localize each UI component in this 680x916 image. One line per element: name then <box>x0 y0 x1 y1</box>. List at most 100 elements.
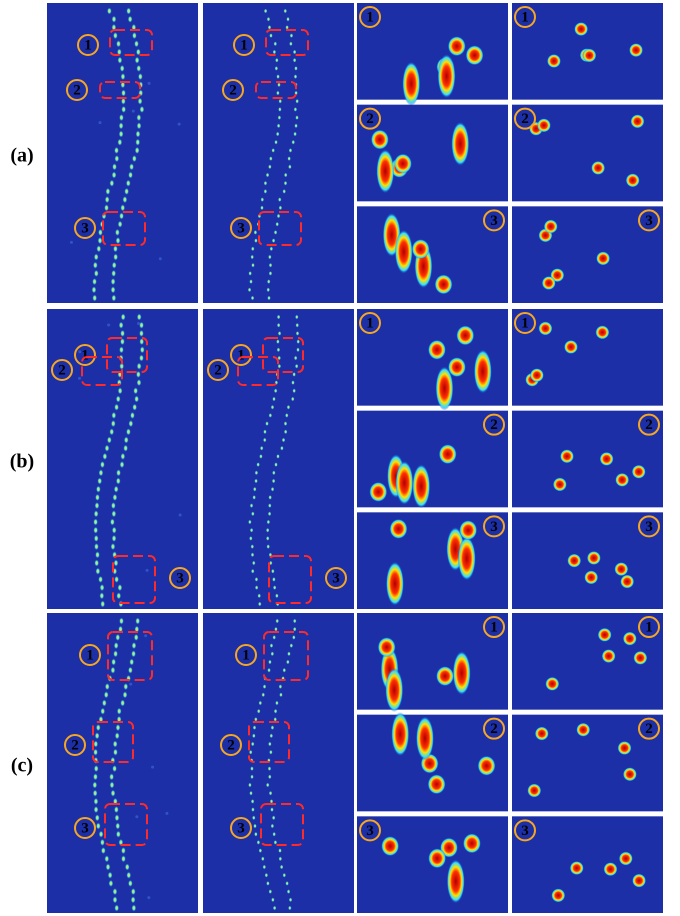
fiber-dot <box>114 559 119 566</box>
fiber-dot <box>105 196 110 203</box>
fiber-dot <box>289 41 293 46</box>
fiber-dot <box>272 397 276 402</box>
blob <box>402 62 420 106</box>
fiber-dot <box>271 569 275 574</box>
fiber-dot <box>277 123 281 128</box>
fiber-dot <box>268 660 272 665</box>
fiber-dot <box>265 873 269 878</box>
fiber-dot <box>129 163 134 170</box>
fiber-dot <box>248 520 252 525</box>
fiber-dot <box>249 750 253 755</box>
fiber-dot <box>273 585 277 590</box>
fiber-dot <box>131 904 136 911</box>
fiber-dot <box>249 279 253 284</box>
fiber-dot <box>94 543 99 550</box>
fiber-dot <box>266 528 270 533</box>
fiber-dot <box>271 824 275 829</box>
noise <box>107 324 110 327</box>
fiber-dot <box>125 863 130 870</box>
fiber-dot <box>269 791 273 796</box>
fiber-dot <box>257 593 261 598</box>
fiber-dot <box>251 296 255 301</box>
fiber-dot <box>272 479 276 484</box>
fiber-dot <box>119 346 124 353</box>
fiber-dot <box>135 147 140 154</box>
fiber-dot <box>271 487 275 492</box>
fiber-dot <box>288 164 292 169</box>
fiber-dot <box>114 806 119 813</box>
fiber-dot <box>292 372 296 377</box>
fiber-dot <box>105 188 110 195</box>
fiber-dot <box>94 253 99 260</box>
fiber-dot <box>93 527 98 534</box>
fiber-dot <box>272 832 276 837</box>
noise <box>165 812 168 815</box>
marker-label: 3 <box>332 570 340 586</box>
zoom-panel <box>357 613 508 710</box>
marker-label: 1 <box>645 619 653 635</box>
fiber-dot <box>94 559 99 566</box>
fiber-dot <box>276 74 280 79</box>
noise <box>98 121 101 124</box>
blob <box>632 465 646 479</box>
blob <box>459 520 477 540</box>
fiber-dot <box>293 50 297 55</box>
blob <box>439 444 457 464</box>
fiber-dot <box>111 294 116 301</box>
fiber-dot <box>121 847 126 854</box>
fiber-dot <box>250 774 254 779</box>
fiber-dot <box>268 511 272 516</box>
fiber-dot <box>121 106 126 113</box>
fiber-dot <box>250 528 254 533</box>
fiber-dot <box>123 683 128 690</box>
fiber-dot <box>93 790 98 797</box>
fiber-dot <box>118 221 123 228</box>
fiber-dot <box>107 7 112 14</box>
fiber-dot <box>254 238 258 243</box>
fiber-dot <box>275 66 279 71</box>
blob <box>603 862 617 876</box>
blob <box>386 562 404 606</box>
noise <box>148 82 151 85</box>
fiber-dot <box>120 330 125 337</box>
fiber-dot <box>131 896 136 903</box>
blob <box>623 767 637 781</box>
fiber-dot <box>136 130 141 137</box>
fiber-dot <box>136 371 141 378</box>
fiber-dot <box>96 245 101 252</box>
fiber-dot <box>287 405 291 410</box>
fiber-dot <box>269 889 273 894</box>
noise <box>135 815 138 818</box>
fiber-dot <box>96 822 101 829</box>
fiber-dot <box>134 634 139 641</box>
blob <box>620 575 634 589</box>
blob <box>596 251 610 265</box>
fiber-dot <box>96 724 101 731</box>
row-label: (b) <box>10 451 34 473</box>
fiber-dot <box>252 733 256 738</box>
fiber-dot <box>273 50 277 55</box>
fiber-dot <box>295 115 299 120</box>
fiber-dot <box>266 783 270 788</box>
fiber-dot <box>119 130 124 137</box>
fiber-dot <box>266 173 270 178</box>
fiber-dot <box>248 271 252 276</box>
fiber-dot <box>267 279 271 284</box>
fiber-dot <box>251 544 255 549</box>
fiber-dot <box>124 436 129 443</box>
fiber-dot <box>288 906 292 911</box>
fiber-dot <box>99 592 104 599</box>
fiber-dot <box>289 148 293 153</box>
fiber-dot <box>95 502 100 509</box>
fiber-dot <box>275 593 279 598</box>
marker-label: 2 <box>645 721 653 737</box>
fiber-dot <box>128 16 133 23</box>
fiber-dot <box>98 237 103 244</box>
fiber-dot <box>267 296 271 301</box>
blob <box>390 519 408 539</box>
blob <box>630 114 644 128</box>
fiber-dot <box>100 708 105 715</box>
fiber-dot <box>121 73 126 80</box>
fiber-dot <box>275 701 279 706</box>
marker-label: 3 <box>521 823 529 839</box>
